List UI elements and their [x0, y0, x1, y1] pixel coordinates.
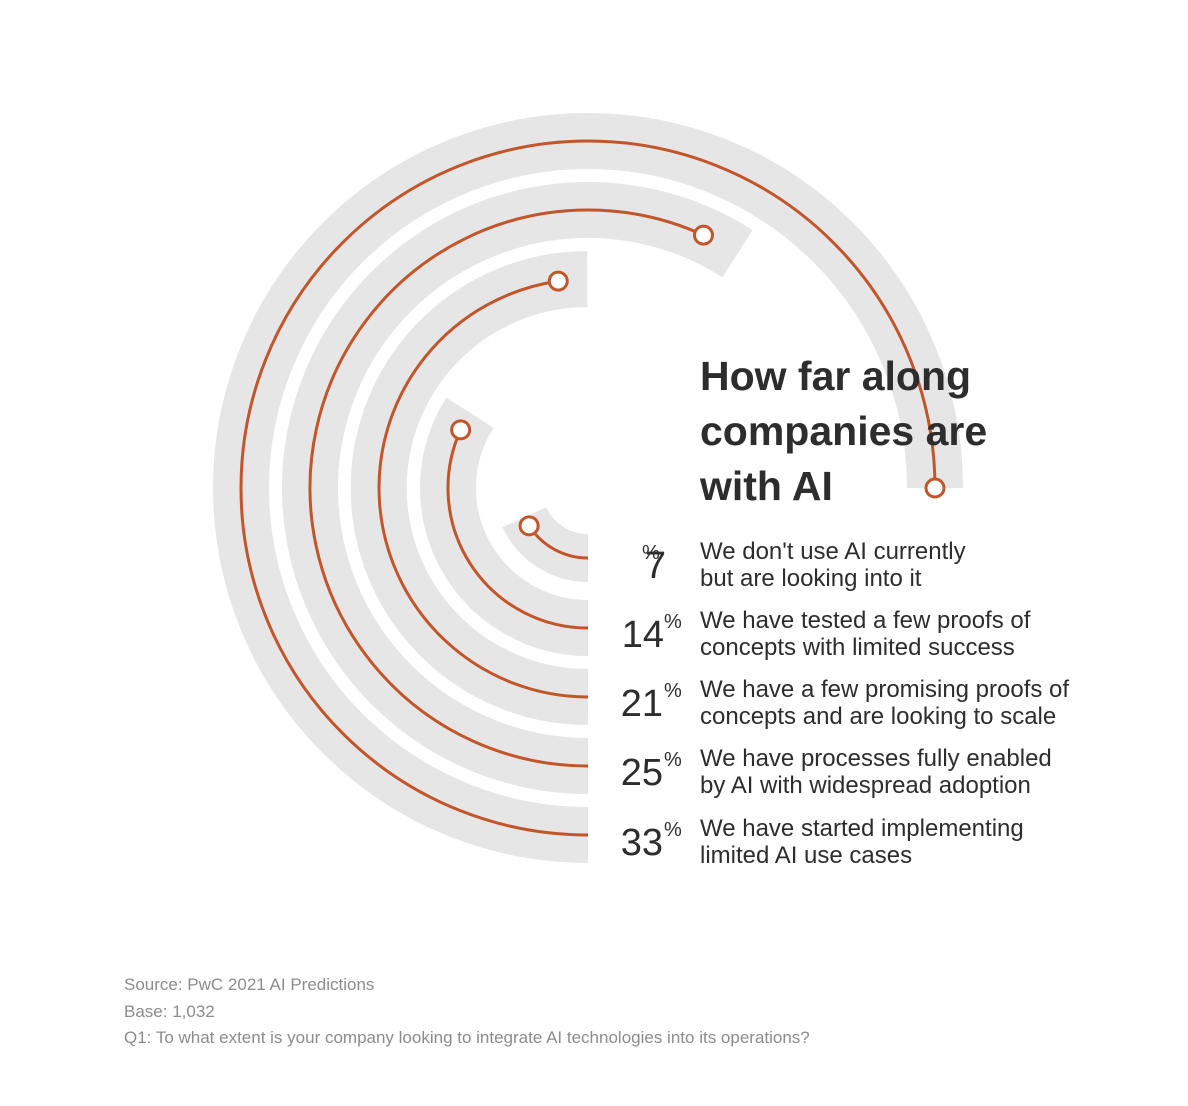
description-line-1: We have a few promising proofs of [700, 676, 1070, 703]
title-line-3: with AI [700, 463, 833, 509]
description-line-2: limited AI use cases [700, 842, 913, 869]
category-description: We have a few promising proofs of concep… [700, 676, 1120, 730]
description-line-1: We have started implementing [700, 815, 1024, 842]
percent-sign: % [664, 611, 682, 633]
radial-arcs [239, 139, 946, 837]
percent-value: 25 [620, 752, 663, 794]
chart-title: How far along companies are with AI [700, 349, 1100, 514]
percent-value: 7 [644, 545, 666, 587]
source-note: Source: PwC 2021 AI Predictions [124, 975, 375, 994]
description-line-2: concepts and are looking to scale [700, 703, 1057, 730]
percent-sign: % [664, 819, 682, 841]
title-line-2: companies are [700, 408, 988, 454]
arc-end-marker [547, 270, 569, 292]
arc-end-marker [518, 515, 540, 537]
arc-end-marker [692, 224, 714, 246]
category-description: We have started implementing limited AI … [700, 815, 1120, 869]
value-arc [377, 279, 589, 699]
description-line-2: but are looking into it [700, 565, 922, 592]
category-description: We have tested a few proofs of concepts … [700, 607, 1120, 661]
category-description: We don't use AI currently but are lookin… [700, 538, 1120, 592]
base-note: Base: 1,032 [124, 1001, 215, 1021]
value-arc [446, 429, 589, 630]
description-line-2: concepts with limited success [700, 634, 1015, 661]
description-line-1: We have processes fully enabled [700, 745, 1052, 772]
value-arc [239, 139, 937, 837]
value-arc [308, 208, 705, 768]
question-note: Q1: To what extent is your company looki… [124, 1028, 810, 1047]
percent-sign: % [664, 749, 682, 771]
chart-footnote: Source: PwC 2021 AI Predictions Base: 1,… [124, 972, 810, 1052]
percent-value: 14 [621, 614, 664, 656]
category-description: We have processes fully enabled by AI wi… [700, 745, 1120, 799]
title-line-1: How far along [700, 353, 972, 399]
percent-value: 33 [620, 822, 663, 864]
description-line-1: We don't use AI currently [700, 538, 966, 565]
percent-sign: % [642, 542, 660, 564]
percent-value: 21 [620, 683, 663, 725]
arc-end-marker [450, 419, 472, 441]
description-line-2: by AI with widespread adoption [700, 772, 1031, 799]
description-line-1: We have tested a few proofs of [700, 607, 1031, 634]
arc-end-marker [924, 477, 946, 499]
percent-sign: % [664, 680, 682, 702]
